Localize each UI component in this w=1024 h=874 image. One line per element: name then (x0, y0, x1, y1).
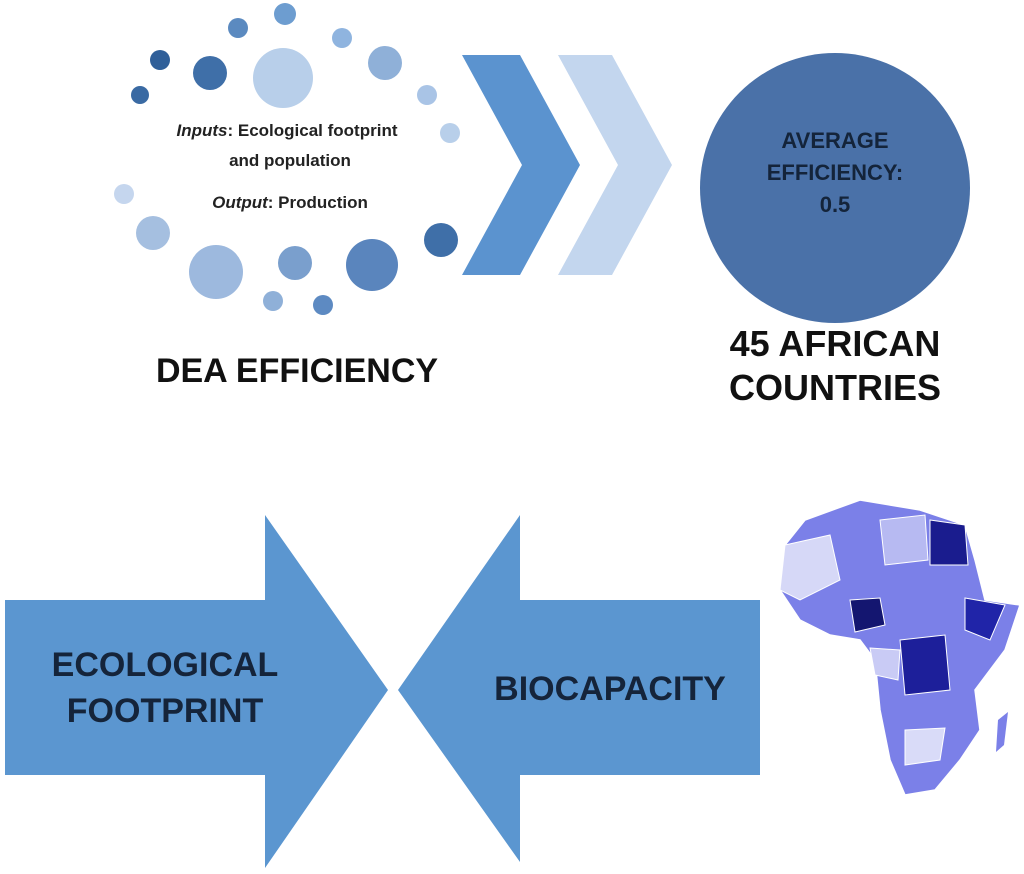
chevron (462, 55, 580, 275)
arrow-left (398, 515, 760, 862)
result-circle (700, 53, 970, 323)
output-text: Output: Production (212, 193, 368, 212)
inputs-text: : Ecological footprint (228, 121, 398, 140)
arrow-right (5, 515, 388, 868)
arrow-label: BIOCAPACITY (494, 670, 726, 708)
dea-title: DEA EFFICIENCY (156, 352, 438, 390)
result-value: 0.5 (820, 192, 851, 217)
output-label: Output (212, 193, 269, 212)
output-text: : Production (268, 193, 368, 212)
arrow-label: ECOLOGICAL (52, 646, 279, 684)
inputs-text: Inputs: Ecological footprint (177, 121, 398, 140)
result-label: EFFICIENCY: (767, 160, 903, 185)
inputs-text: and population (229, 151, 351, 170)
countries-caption: 45 AFRICAN (730, 323, 941, 364)
countries-caption: COUNTRIES (729, 367, 941, 408)
dot-ring (114, 3, 460, 315)
chevron (558, 55, 672, 275)
inputs-label: Inputs (177, 121, 228, 140)
arrow-label: FOOTPRINT (67, 692, 264, 730)
africa-map (779, 499, 1021, 796)
result-label: AVERAGE (781, 128, 888, 153)
